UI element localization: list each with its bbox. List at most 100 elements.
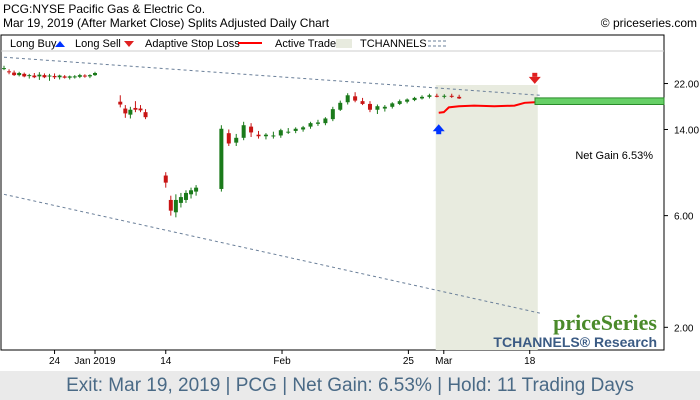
candle-body (427, 95, 432, 97)
y-tick-label: 22.00 (674, 80, 699, 91)
chart-subtitle: Mar 19, 2019 (After Market Close) Splits… (3, 16, 330, 30)
candle-body (37, 74, 42, 77)
candle-body (52, 75, 57, 78)
candle (286, 128, 291, 134)
candle-body (457, 96, 462, 99)
candle-body (323, 118, 328, 124)
candle-body (263, 134, 268, 137)
candle (168, 195, 173, 216)
candle (87, 74, 92, 79)
net-gain-label: Net Gain 6.53% (575, 150, 653, 162)
x-tick-label: 18 (524, 356, 536, 367)
candle-body (12, 72, 17, 76)
candle-body (241, 125, 246, 138)
candle-body (82, 75, 87, 77)
candle (338, 100, 343, 111)
candle (241, 121, 246, 141)
candle (367, 101, 372, 113)
candle (2, 65, 6, 71)
candle-body (442, 95, 447, 97)
candle-body (143, 112, 148, 118)
candle (315, 119, 320, 126)
candle (57, 74, 62, 80)
candle-body (32, 75, 37, 78)
candle (353, 92, 358, 103)
candle (293, 127, 298, 134)
candle (256, 130, 261, 139)
candle-body (17, 73, 22, 76)
candle-body (382, 106, 387, 109)
candle (183, 190, 188, 203)
candle-body (168, 199, 173, 211)
trade-summary-footer: Exit: Mar 19, 2019 | PCG | Net Gain: 6.5… (0, 371, 700, 400)
candle (67, 75, 72, 80)
candle-body (163, 175, 168, 183)
brand-logo: priceSeries (553, 310, 657, 335)
buy-marker-icon (432, 124, 445, 132)
candle-body (293, 128, 298, 131)
candle (42, 73, 47, 79)
active-trade-region (435, 85, 538, 350)
candle (278, 128, 283, 138)
legend-stop-loss: Adaptive Stop Loss (145, 38, 240, 50)
brand-research: TCHANNELS® Research (493, 334, 657, 350)
candle (118, 95, 123, 108)
long-sell-arrow-icon (124, 41, 134, 47)
y-tick-label: 14.00 (674, 125, 699, 136)
candle (345, 93, 350, 105)
candle (434, 93, 439, 98)
candle (32, 73, 37, 79)
candle (82, 74, 87, 78)
candle-body (405, 99, 410, 102)
candle (219, 125, 224, 192)
candle (308, 121, 313, 129)
candle-body (353, 96, 358, 101)
candle-body (62, 76, 67, 78)
candle-body (189, 190, 194, 195)
candle (27, 73, 32, 79)
candle (133, 101, 138, 113)
candle-body (77, 75, 82, 77)
candle-body (173, 199, 178, 213)
candle-body (249, 126, 254, 133)
candle-body (367, 103, 372, 110)
candle-body (226, 133, 231, 144)
candle (143, 109, 148, 120)
legend-tchannels: TCHANNELS (360, 38, 427, 50)
plot-area (0, 34, 665, 351)
candle-body (301, 127, 306, 130)
x-tick-label: 25 (403, 356, 415, 367)
candle (397, 99, 402, 106)
candle (194, 185, 199, 196)
candle-body (7, 71, 12, 73)
candle-body (271, 135, 276, 137)
candle-body (434, 95, 439, 97)
net-gain-box (534, 97, 665, 105)
candle-body (178, 197, 183, 203)
candle-body (92, 73, 97, 76)
candle-body (390, 103, 395, 107)
candle-body (375, 106, 380, 110)
candle-body (27, 75, 32, 77)
candle-body (57, 75, 62, 78)
legend-active-trade: Active Trade (275, 38, 336, 50)
candle (17, 71, 22, 77)
stop-loss-line (438, 101, 535, 114)
channel-lower-line (3, 193, 540, 314)
candle (301, 125, 306, 132)
candle-body (234, 137, 239, 143)
candle-body (118, 101, 123, 105)
active-trade-swatch-icon (336, 39, 352, 48)
candle-body (42, 75, 47, 78)
candle (382, 105, 387, 112)
candle (123, 105, 128, 118)
candle (62, 75, 67, 79)
candle (173, 194, 178, 218)
candle (263, 133, 268, 140)
x-tick-label: Jan 2019 (74, 356, 116, 367)
candle (128, 106, 133, 119)
candle (457, 94, 462, 99)
candle (138, 105, 143, 113)
candle-body (278, 130, 283, 136)
